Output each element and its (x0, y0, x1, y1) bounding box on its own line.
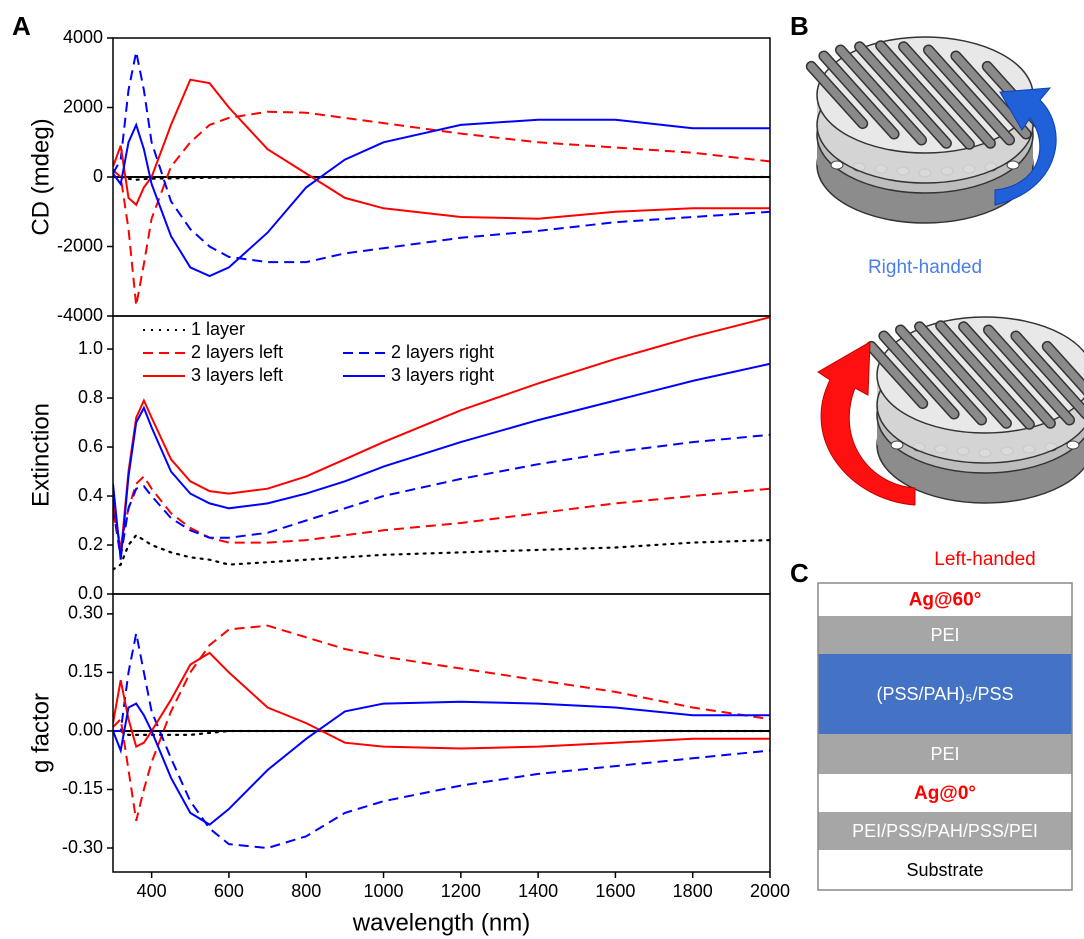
panel-label: A (12, 11, 31, 41)
layer (818, 774, 1072, 812)
rod (936, 321, 1034, 429)
layer (818, 583, 1072, 616)
panel-label: B (790, 11, 809, 41)
data-line (113, 474, 770, 546)
layer-stack: Ag@60° PEI (PSS/PAH)₅/PSS PEI Ag@0° PEI/PSS/P… (817, 582, 1073, 891)
y-tick-label: 0.00 (68, 720, 103, 740)
diagram-label: Right-handed (868, 257, 982, 278)
x-tick-label: 1600 (595, 881, 635, 901)
data-line (113, 729, 770, 736)
layer (818, 734, 1072, 774)
plot-frame (112, 593, 771, 873)
y-axis-label: CD (mdeg) (27, 118, 54, 235)
x-tick-label: 400 (137, 881, 167, 901)
arrow (817, 341, 916, 506)
rod (896, 325, 986, 425)
data-line (113, 433, 770, 558)
rod (819, 51, 899, 139)
rod (879, 331, 959, 419)
rod (915, 322, 1011, 428)
legend-label: 1 layer (191, 319, 245, 339)
y-tick-label: -2000 (57, 235, 103, 255)
layer-label: PEI (930, 625, 959, 645)
x-tick-label: 2000 (750, 881, 790, 901)
layer-label: Ag@60° (909, 590, 982, 611)
disc-diagram (805, 36, 1084, 506)
layer-label: Ag@0° (914, 783, 976, 804)
rod (924, 45, 1014, 145)
data-line (113, 51, 770, 264)
rod (876, 41, 974, 149)
layer (818, 654, 1072, 734)
rod (984, 325, 1074, 425)
x-tick-label: 600 (214, 881, 244, 901)
y-tick-label: 4000 (63, 27, 103, 47)
data-line (113, 175, 770, 181)
data-line (113, 110, 770, 306)
rod (855, 42, 951, 148)
data-line (113, 78, 770, 220)
layer-label: Substrate (906, 860, 983, 880)
rod (951, 51, 1031, 139)
diagram-label: Left-handed (934, 549, 1035, 570)
x-tick-label: 1800 (673, 881, 713, 901)
y-tick-label: 1.0 (78, 338, 103, 358)
data-line (113, 118, 770, 278)
y-tick-label: 0.4 (78, 485, 103, 505)
y-tick-label: 0.6 (78, 436, 103, 456)
legend-label: 2 layers right (391, 342, 494, 362)
rod (836, 45, 926, 145)
data-line (113, 633, 770, 850)
rod (959, 322, 1055, 428)
x-tick-label: 1400 (518, 881, 558, 901)
y-tick-label: 0 (93, 166, 103, 186)
layer-frame (817, 582, 1073, 891)
rod-end (830, 160, 844, 170)
y-tick-label: 0.0 (78, 583, 103, 603)
rod (1043, 342, 1084, 394)
x-tick-label: 1000 (364, 881, 404, 901)
layer (818, 850, 1072, 890)
legend-label: 3 layers right (391, 365, 494, 385)
legend-label: 2 layers left (191, 342, 283, 362)
data-line (113, 651, 770, 750)
data-line (113, 533, 770, 571)
data-line (113, 624, 770, 821)
y-axis-label: g factor (27, 693, 54, 773)
layer-label: (PSS/PAH)₅/PSS (877, 684, 1014, 704)
layer-label: PEI/PSS/PAH/PSS/PEI (852, 821, 1038, 841)
rod (807, 62, 867, 128)
rod-end (1066, 440, 1080, 450)
x-tick-label: 1200 (441, 881, 481, 901)
y-tick-label: 0.2 (78, 534, 103, 554)
rod (899, 42, 995, 148)
rod (867, 342, 927, 408)
x-tick-label: 800 (291, 881, 321, 901)
y-tick-label: -0.15 (62, 778, 103, 798)
y-axis-label: Extinction (27, 403, 54, 507)
data-line (113, 316, 770, 555)
layer (818, 812, 1072, 850)
y-tick-label: -4000 (57, 305, 103, 325)
arrow (994, 87, 1057, 206)
rod-end (890, 440, 904, 450)
y-tick-label: 0.30 (68, 603, 103, 623)
y-tick-label: 0.8 (78, 387, 103, 407)
y-tick-label: -0.30 (62, 837, 103, 857)
y-tick-label: 2000 (63, 96, 103, 116)
rod (1011, 331, 1084, 418)
y-tick-label: 0.15 (68, 661, 103, 681)
data-line (113, 362, 770, 560)
x-axis-label: wavelength (nm) (352, 909, 530, 936)
data-line (113, 700, 770, 826)
layer (818, 616, 1072, 654)
legend-label: 3 layers left (191, 365, 283, 385)
rod-end (1006, 160, 1020, 170)
panel-label: C (790, 558, 809, 588)
layer-label: PEI (930, 744, 959, 764)
